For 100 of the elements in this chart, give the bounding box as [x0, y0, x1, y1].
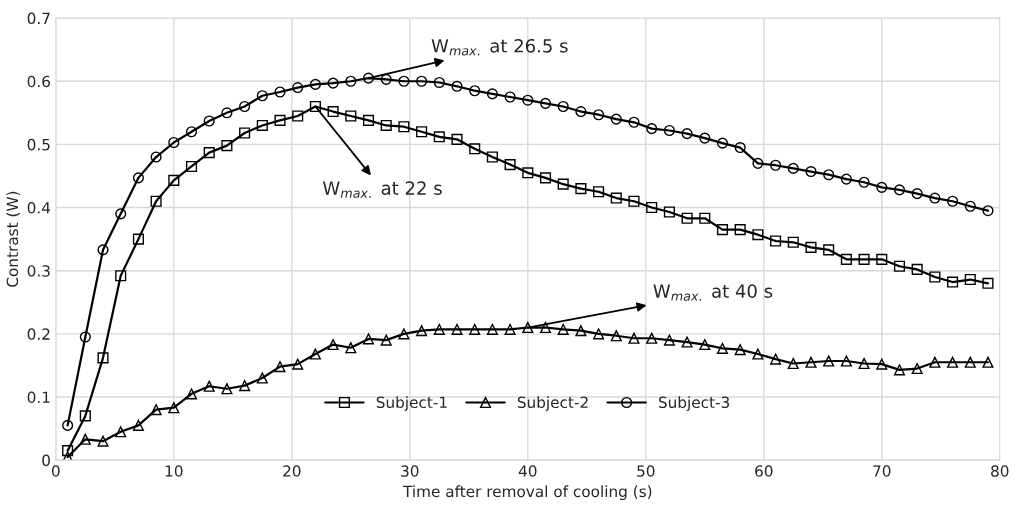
point [451, 133, 463, 145]
point [451, 80, 463, 92]
point [752, 157, 764, 169]
point [79, 331, 91, 343]
point [185, 126, 198, 138]
point [823, 169, 835, 181]
point [610, 113, 622, 125]
point [911, 188, 923, 200]
point [752, 348, 764, 360]
point [663, 206, 675, 218]
y-tick-label: 0.5 [27, 138, 50, 151]
point [539, 321, 552, 334]
point [168, 402, 180, 414]
point [787, 162, 799, 174]
point [239, 380, 251, 392]
point [150, 195, 162, 207]
point [876, 181, 888, 193]
point [610, 192, 622, 204]
point [593, 109, 605, 121]
point [893, 184, 906, 196]
point [486, 323, 498, 335]
y-tick-label: 0 [42, 454, 50, 467]
point [416, 75, 428, 87]
x-tick-label: 80 [991, 465, 1009, 477]
point [663, 334, 675, 346]
point [309, 348, 321, 360]
point [309, 78, 321, 90]
point [770, 353, 782, 365]
point [876, 358, 888, 370]
point [947, 276, 959, 288]
x-tick-label: 60 [755, 465, 773, 477]
point [699, 339, 711, 351]
point [787, 236, 799, 248]
point [221, 140, 233, 152]
point [62, 419, 74, 431]
point [221, 383, 233, 395]
y-tick-label: 0.2 [27, 328, 50, 340]
legend-label: Subject-1 [376, 396, 447, 412]
point [309, 100, 321, 113]
point [805, 356, 817, 368]
x-tick-label: 50 [637, 465, 655, 477]
point [805, 165, 817, 178]
point [380, 73, 392, 85]
point [398, 328, 410, 340]
point [858, 253, 870, 265]
point [964, 356, 976, 368]
x-tick-label: 30 [401, 465, 419, 477]
point [947, 195, 959, 207]
point [362, 114, 375, 126]
point [770, 159, 782, 171]
point [416, 126, 428, 138]
point [256, 119, 268, 132]
point [345, 342, 357, 354]
point [681, 336, 693, 348]
point [982, 356, 994, 368]
point [699, 212, 711, 224]
point [362, 72, 375, 84]
point [433, 131, 445, 143]
point [62, 445, 74, 457]
point [504, 323, 516, 335]
point [150, 404, 162, 416]
point [805, 241, 817, 253]
point [203, 115, 215, 127]
point [787, 357, 799, 370]
point [575, 105, 587, 118]
point [203, 147, 215, 159]
point [203, 380, 215, 392]
point [663, 124, 675, 137]
point [593, 328, 605, 340]
x-tick-label: 40 [518, 465, 537, 477]
point [115, 270, 127, 282]
point [132, 419, 144, 431]
point [752, 229, 764, 241]
x-axis-title: Time after removal of cooling (s) [402, 485, 652, 501]
point [823, 355, 835, 367]
point [469, 323, 481, 335]
point [964, 273, 976, 286]
point [628, 195, 640, 207]
point [770, 235, 782, 247]
point [593, 186, 605, 198]
point [256, 90, 268, 102]
point [823, 244, 835, 256]
point [893, 260, 906, 272]
point [929, 271, 941, 283]
point [256, 372, 268, 384]
legend-label: Subject-3 [658, 396, 730, 412]
point [345, 110, 357, 122]
point [433, 323, 445, 335]
y-tick-label: 0.1 [27, 391, 50, 403]
point [522, 167, 534, 179]
point [380, 119, 392, 132]
point [274, 86, 286, 98]
point [398, 75, 410, 87]
point [716, 224, 729, 236]
point [97, 352, 109, 364]
point [345, 75, 357, 87]
point [79, 410, 91, 422]
point [522, 94, 534, 106]
point [734, 141, 746, 154]
point [115, 208, 127, 220]
